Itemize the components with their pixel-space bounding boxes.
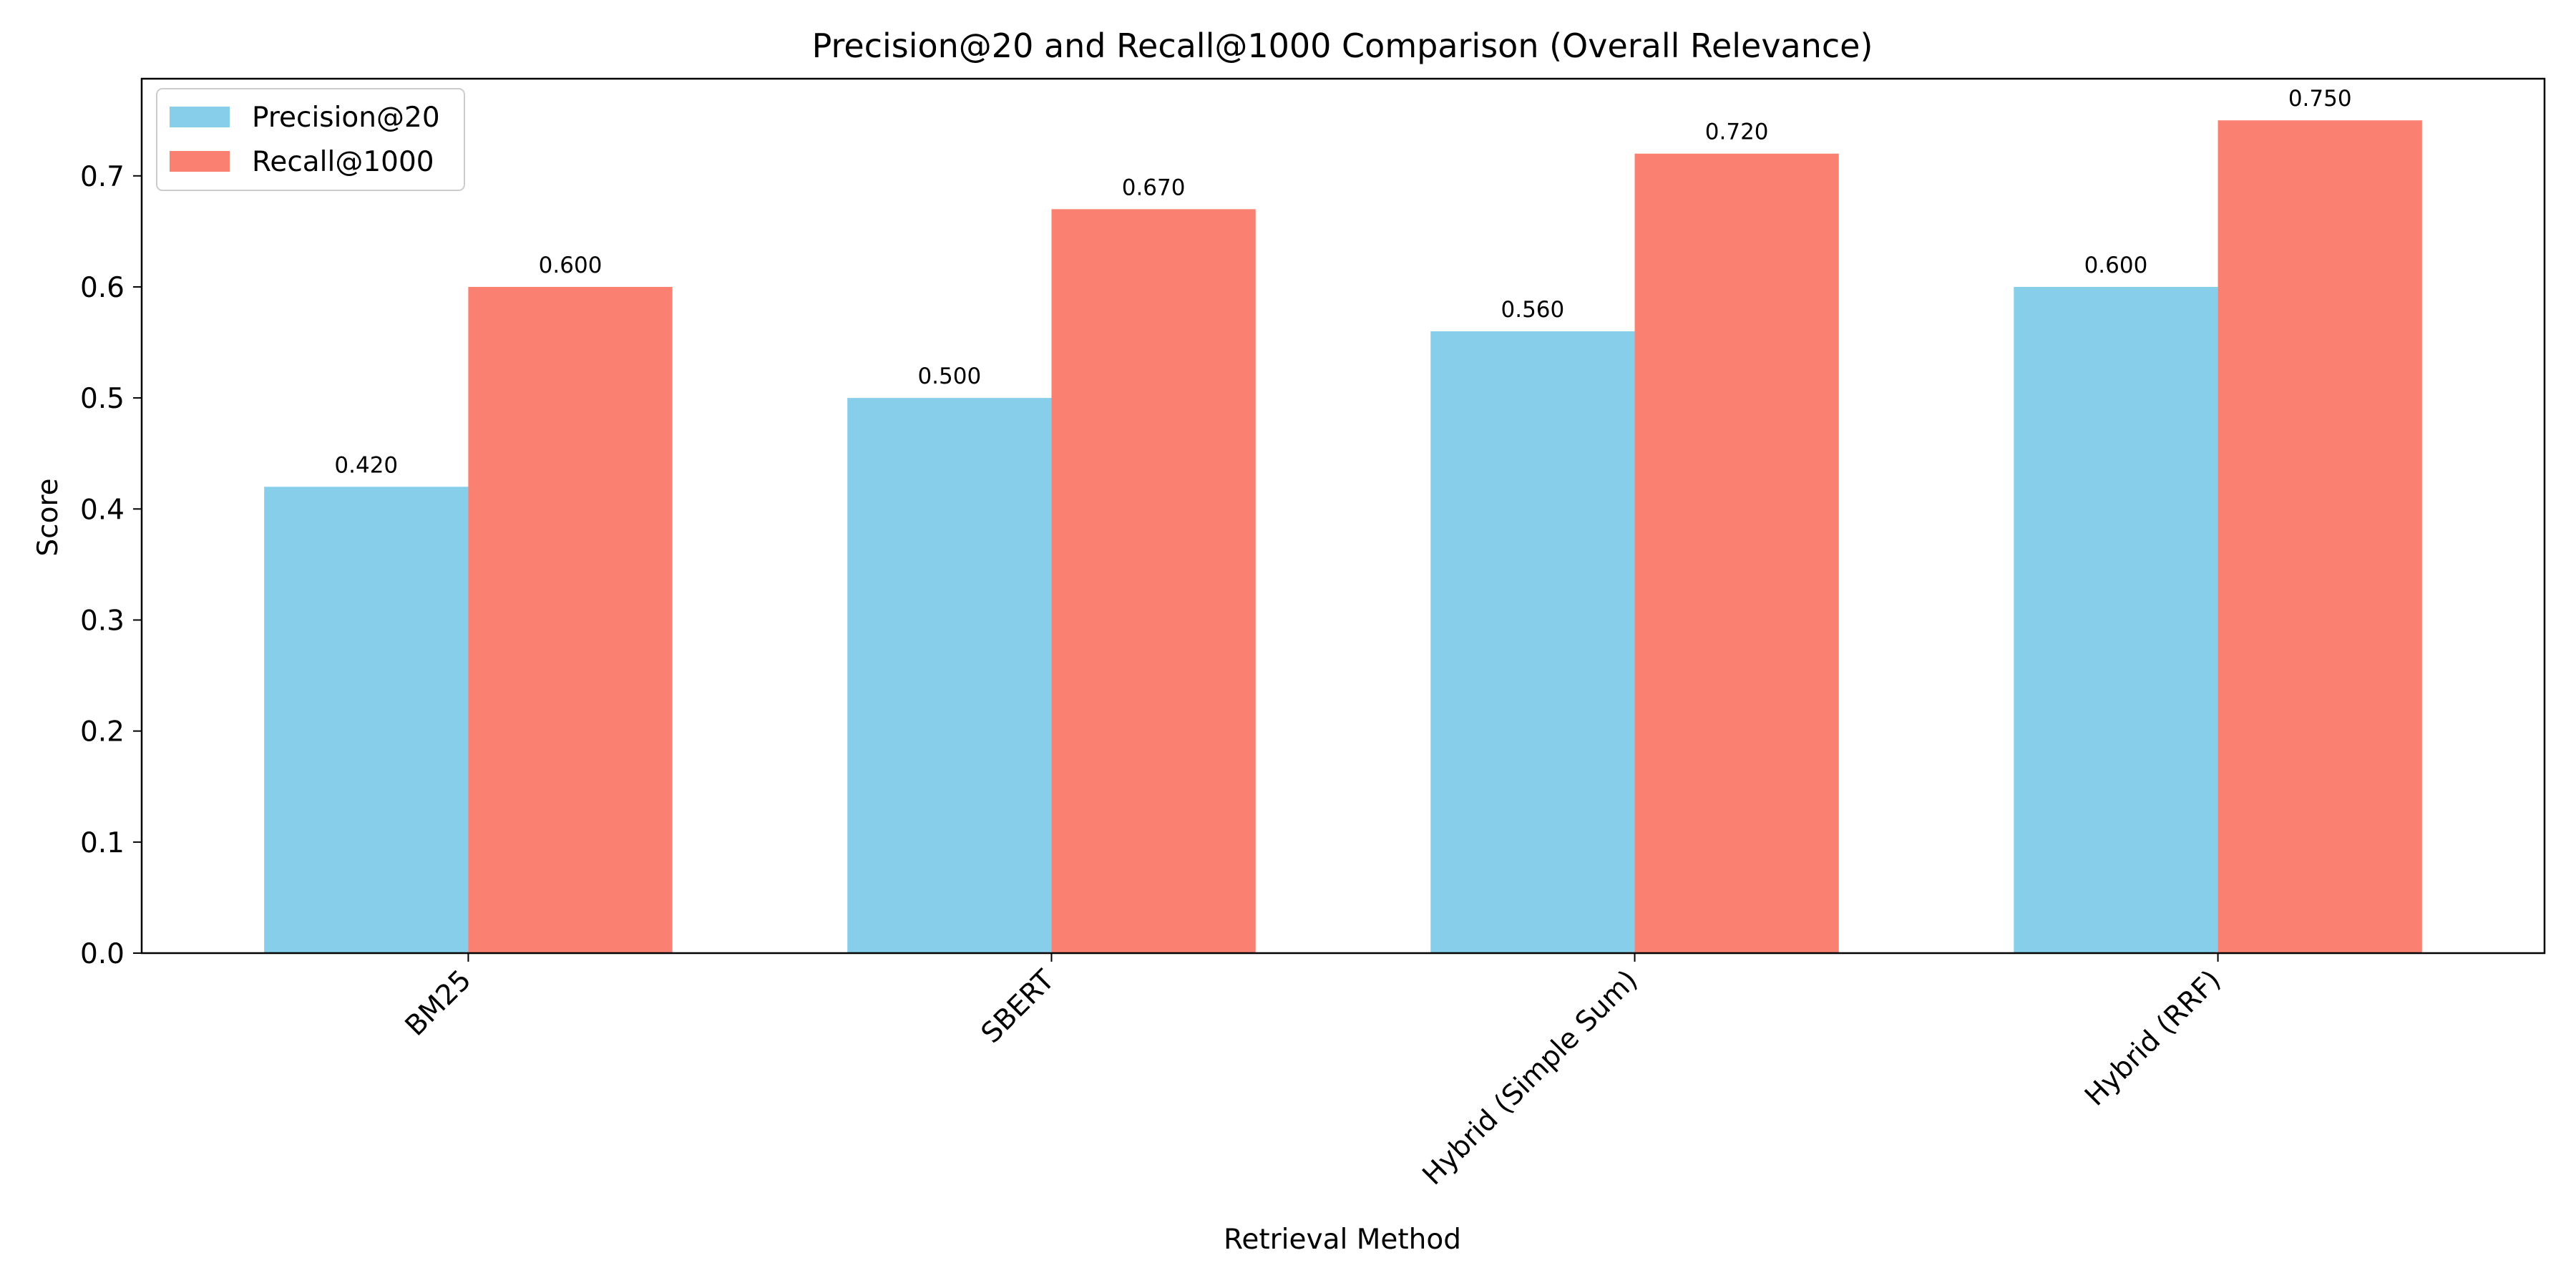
legend-swatch-recall [170, 151, 230, 172]
bar-recall-3 [2218, 120, 2422, 954]
legend: Precision@20 Recall@1000 [156, 88, 465, 191]
x-axis-label: Retrieval Method [1224, 1224, 1461, 1256]
bar-recall-0 [468, 286, 673, 953]
data-label-recall-1: 0.670 [1122, 175, 1186, 200]
y-tick-label-1: 0.1 [80, 827, 125, 859]
legend-label-precision: Precision@20 [252, 102, 440, 134]
legend-label-recall: Recall@1000 [252, 146, 434, 178]
bar-recall-2 [1634, 153, 1839, 954]
y-tick-label-3: 0.3 [80, 605, 125, 637]
data-label-precision-1: 0.500 [917, 364, 981, 389]
data-label-precision-3: 0.600 [2084, 253, 2148, 278]
bar-precision-1 [847, 398, 1052, 953]
data-label-recall-3: 0.750 [2288, 86, 2352, 112]
data-label-precision-0: 0.420 [334, 452, 398, 478]
bar-precision-2 [1430, 331, 1635, 953]
y-tick-label-6: 0.6 [80, 272, 125, 304]
data-label-recall-0: 0.600 [539, 253, 602, 278]
plot-area: 0.420 0.500 0.560 0.600 0.600 0.670 0.720 0.750… [80, 77, 2546, 1191]
y-tick-label-7: 0.7 [80, 161, 125, 193]
data-label-recall-2: 0.720 [1705, 119, 1769, 145]
bar-recall-1 [1051, 209, 1256, 954]
y-tick-label-4: 0.4 [80, 494, 125, 526]
bar-precision-3 [2014, 286, 2218, 953]
bar-precision-0 [264, 487, 469, 953]
y-tick-label-0: 0.0 [80, 938, 125, 970]
y-tick-label-5: 0.5 [80, 383, 125, 415]
legend-frame [156, 88, 465, 191]
y-tick-label-2: 0.2 [80, 716, 125, 748]
axes-frame [140, 77, 2546, 955]
data-label-precision-2: 0.560 [1501, 297, 1565, 323]
y-axis-label: Score [32, 478, 64, 556]
legend-swatch-precision [170, 107, 230, 127]
chart-title: Precision@20 and Recall@1000 Comparison … [812, 26, 1873, 65]
